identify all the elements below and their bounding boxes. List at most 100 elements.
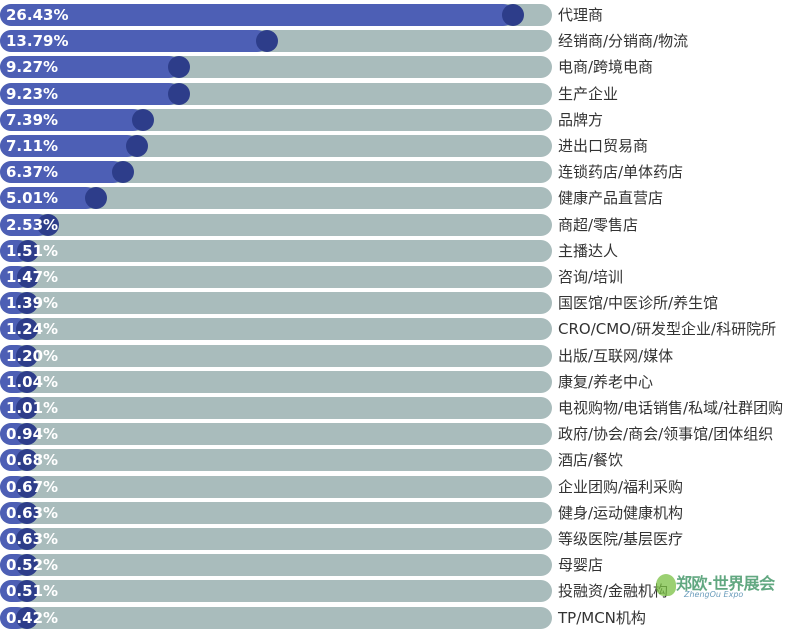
category-label: 连锁药店/单体药店 <box>558 163 684 182</box>
category-label: 健身/运动健康机构 <box>558 503 684 522</box>
category-label: 进出口贸易商 <box>558 137 649 155</box>
bar-end-marker <box>37 213 60 236</box>
category-label: 生产企业 <box>558 84 619 103</box>
bar-end-marker <box>85 187 108 210</box>
bar <box>0 30 269 53</box>
category-label: 出版/互联网/媒体 <box>558 346 674 365</box>
data-label: 0.94% <box>6 425 59 444</box>
bar-end-marker <box>167 82 190 105</box>
data-label: 1.04% <box>6 372 59 391</box>
bar <box>0 161 124 184</box>
bar-end-marker <box>16 554 38 577</box>
category-label: 咨询/培训 <box>558 268 624 286</box>
watermark-logo: 郑欧·世界展会 ZhengOu Expo <box>656 570 776 604</box>
bar-end-marker <box>16 475 38 498</box>
bar <box>0 213 50 236</box>
bar-end-marker <box>16 606 38 629</box>
category-label: 酒店/餐饮 <box>558 451 624 470</box>
data-label: 1.20% <box>6 346 59 365</box>
category-label: 主播达人 <box>558 241 619 260</box>
data-label: 0.68% <box>6 451 59 470</box>
bar-end-marker <box>502 4 524 26</box>
bar-end-marker <box>16 397 38 419</box>
data-label: 1.01% <box>6 399 59 417</box>
category-label: 投融资/金融机构 <box>558 582 669 601</box>
bar-track <box>0 606 552 629</box>
category-label: 电商/跨境电商 <box>558 58 654 77</box>
bar-end-marker <box>168 56 191 79</box>
category-label: 政府/协会/商会/领事馆/团体组织 <box>558 425 774 444</box>
category-label: TP/MCN机构 <box>558 608 646 627</box>
data-label: 0.63% <box>6 530 59 548</box>
bar-track <box>0 449 552 472</box>
bar-end-marker <box>131 108 154 131</box>
category-label: 康复/养老中心 <box>558 372 654 391</box>
data-label: 0.42% <box>6 608 59 627</box>
category-label: 品牌方 <box>558 110 604 129</box>
bar-track <box>0 423 552 446</box>
data-label: 5.01% <box>6 189 59 208</box>
data-label: 0.67% <box>6 477 59 496</box>
category-label: 等级医院/基层医疗 <box>558 530 684 548</box>
data-label: 6.37% <box>6 163 59 182</box>
data-label: 1.24% <box>6 320 59 339</box>
category-label: 电视购物/电话销售/私域/社群团购 <box>558 399 784 417</box>
watermark-subtext: ZhengOu Expo <box>684 590 744 599</box>
bar-end-marker <box>16 423 38 446</box>
bar <box>0 4 514 26</box>
bar <box>0 82 180 105</box>
category-label: 健康产品直营店 <box>558 189 664 208</box>
data-label: 2.53% <box>6 215 59 234</box>
data-label: 1.51% <box>6 241 59 260</box>
data-label: 1.39% <box>6 294 59 313</box>
bar-end-marker <box>256 30 279 53</box>
bar-track <box>0 239 552 262</box>
data-label: 0.51% <box>6 582 59 601</box>
data-label: 1.47% <box>6 268 59 286</box>
bar <box>0 135 139 157</box>
bar-end-marker <box>16 292 38 315</box>
bar-end-marker <box>16 580 38 603</box>
bar-track <box>0 344 552 367</box>
bar-end-marker <box>16 449 38 472</box>
category-label: 经销商/分销商/物流 <box>558 32 689 51</box>
data-label: 9.23% <box>6 84 59 103</box>
bar-end-marker <box>126 135 149 157</box>
category-label: 母婴店 <box>558 556 604 575</box>
data-label: 0.52% <box>6 556 59 575</box>
bar-track <box>0 266 552 288</box>
category-label: 企业团购/福利采购 <box>558 477 684 496</box>
category-label: CRO/CMO/研发型企业/科研院所 <box>558 320 777 339</box>
bar-track <box>0 187 552 210</box>
data-label: 7.11% <box>6 137 59 155</box>
data-label: 7.39% <box>6 110 59 129</box>
bar <box>0 108 144 131</box>
bar <box>0 56 181 79</box>
bar-end-marker <box>16 370 38 393</box>
bar-track <box>0 501 552 524</box>
category-label: 商超/零售店 <box>558 215 639 234</box>
watermark-text: 郑欧·世界展会 <box>676 574 775 593</box>
bar-track <box>0 318 552 341</box>
bar-track <box>0 554 552 577</box>
bar-end-marker <box>16 528 38 550</box>
data-label: 0.63% <box>6 503 59 522</box>
bar-track <box>0 213 552 236</box>
data-label: 13.79% <box>6 32 69 51</box>
bar-end-marker <box>16 344 38 367</box>
bar-track <box>0 580 552 603</box>
bar-end-marker <box>16 501 38 524</box>
data-label: 26.43% <box>6 6 69 24</box>
bar-track <box>0 528 552 550</box>
bar-track <box>0 397 552 419</box>
bar-track <box>0 475 552 498</box>
bar-end-marker <box>111 161 134 184</box>
logo-mark-icon <box>656 574 676 596</box>
bar-track <box>0 370 552 393</box>
bar <box>0 187 98 210</box>
data-label: 9.27% <box>6 58 59 77</box>
bar-track <box>0 292 552 315</box>
bar-end-marker <box>16 318 38 341</box>
category-label: 国医馆/中医诊所/养生馆 <box>558 294 719 313</box>
